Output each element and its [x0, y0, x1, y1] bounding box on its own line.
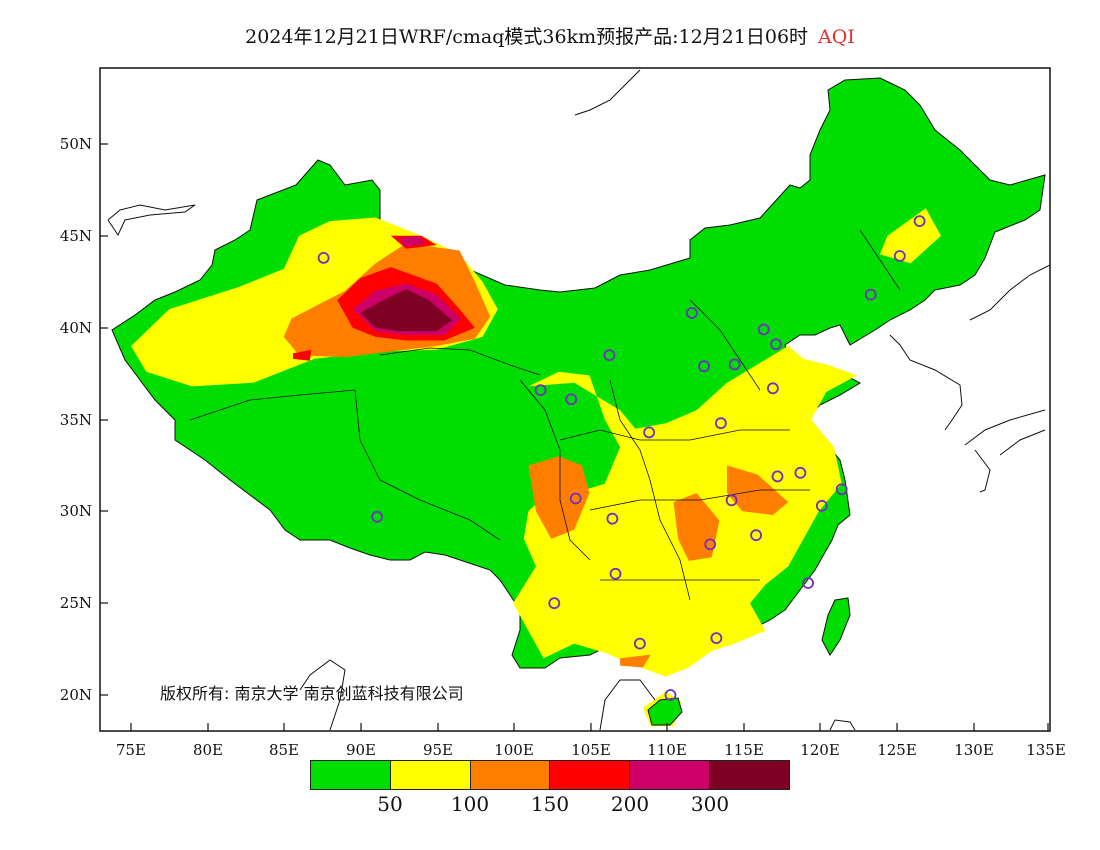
legend-break-300: 300: [690, 792, 730, 816]
station-marker-2: [534, 384, 547, 397]
lon-label-110e: 110E: [647, 741, 687, 759]
title-variable: AQI: [818, 26, 855, 48]
station-marker-29: [893, 250, 906, 262]
city-stations: [317, 215, 926, 701]
station-marker-15: [725, 494, 738, 507]
map-title: 2024年12月21日WRF/cmaq模式36km预报产品:12月21日06时 A…: [0, 22, 1100, 49]
station-marker-17: [794, 466, 807, 479]
aqi-patch-unhealthy-sensitive-5: [673, 493, 720, 561]
legend-swatch-sensitive: [470, 761, 551, 789]
lon-label-120e: 120E: [800, 741, 840, 759]
lon-label-80e: 80E: [193, 741, 223, 759]
hainan: [647, 697, 683, 726]
legend-swatch-very-unhealthy: [630, 761, 711, 789]
legend-break-100: 100: [450, 792, 490, 816]
aqi-patch-unhealthy-sensitive-4: [528, 456, 590, 539]
lat-label-30n: 30N: [60, 502, 92, 520]
lat-label-40n: 40N: [60, 319, 92, 337]
station-marker-4: [603, 349, 616, 362]
lon-ticks: [130, 723, 1049, 731]
station-marker-22: [609, 567, 622, 580]
lon-label-135e: 135E: [1026, 741, 1066, 759]
lon-label-115e: 115E: [724, 741, 764, 759]
station-marker-12: [643, 426, 655, 439]
lon-label-85e: 85E: [269, 741, 299, 759]
lat-label-20n: 20N: [60, 686, 92, 704]
station-marker-26: [802, 577, 814, 589]
legend-swatch-unhealthy: [550, 761, 631, 789]
station-marker-1: [371, 510, 384, 523]
aqi-patch-unhealthy-sensitive-8: [620, 654, 651, 668]
lat-label-50n: 50N: [60, 135, 92, 153]
station-marker-24: [634, 637, 646, 650]
legend-labels: 50 100 150 200 300: [0, 792, 1100, 822]
aqi-patch-hazardous-14: [360, 289, 452, 332]
station-marker-21: [704, 538, 717, 551]
station-marker-19: [835, 483, 848, 496]
lon-label-90e: 90E: [346, 741, 376, 759]
station-marker-7: [728, 358, 741, 371]
lat-label-35n: 35N: [60, 411, 92, 429]
lon-label-75e: 75E: [116, 741, 146, 759]
taiwan: [821, 597, 851, 656]
lat-labels: 50N 45N 40N 35N 30N 25N 20N: [60, 135, 92, 704]
station-marker-0: [317, 251, 330, 264]
aqi-color-legend: [310, 760, 790, 790]
station-marker-9: [770, 338, 782, 351]
station-marker-14: [606, 512, 619, 525]
station-marker-10: [767, 382, 779, 395]
aqi-patch-unhealthy-11: [293, 349, 312, 361]
lon-label-125e: 125E: [877, 741, 917, 759]
legend-break-50: 50: [377, 792, 403, 816]
station-marker-11: [715, 417, 727, 430]
station-marker-25: [710, 632, 723, 644]
aqi-patch-moderate-2: [879, 208, 941, 264]
legend-swatch-hazardous: [710, 761, 789, 789]
map-frame: [99, 67, 1051, 732]
province-borders: [189, 229, 901, 601]
lon-label-130e: 130E: [954, 741, 994, 759]
aqi-patch-very-unhealthy-13: [400, 235, 426, 247]
lat-label-45n: 45N: [60, 227, 92, 245]
station-marker-13: [569, 492, 582, 505]
lon-label-100e: 100E: [494, 741, 534, 759]
station-marker-20: [750, 529, 762, 542]
station-marker-23: [548, 597, 561, 610]
station-marker-18: [815, 499, 828, 512]
station-marker-6: [698, 360, 710, 373]
title-main: 2024年12月21日WRF/cmaq模式36km预报产品:12月21日06时: [245, 26, 809, 48]
station-marker-30: [913, 215, 926, 228]
station-marker-8: [757, 323, 770, 336]
legend-swatch-moderate: [390, 761, 471, 789]
copyright-notice: 版权所有: 南京大学 南京创蓝科技有限公司: [160, 684, 464, 703]
aqi-patches: [131, 208, 941, 727]
legend-break-150: 150: [530, 792, 570, 816]
station-marker-16: [771, 470, 784, 483]
station-marker-28: [864, 288, 877, 301]
station-marker-27: [664, 689, 677, 701]
lat-ticks: [100, 143, 108, 696]
station-marker-3: [565, 393, 578, 406]
lon-label-105e: 105E: [571, 741, 611, 759]
legend-swatch-good: [311, 761, 391, 789]
neighbor-coastlines: [107, 69, 1050, 731]
lon-label-95e: 95E: [423, 741, 453, 759]
lat-label-25n: 25N: [60, 594, 92, 612]
station-marker-5: [686, 307, 698, 319]
legend-break-200: 200: [610, 792, 650, 816]
lon-labels: 75E 80E 85E 90E 95E 100E 105E 110E 115E …: [116, 741, 1066, 759]
